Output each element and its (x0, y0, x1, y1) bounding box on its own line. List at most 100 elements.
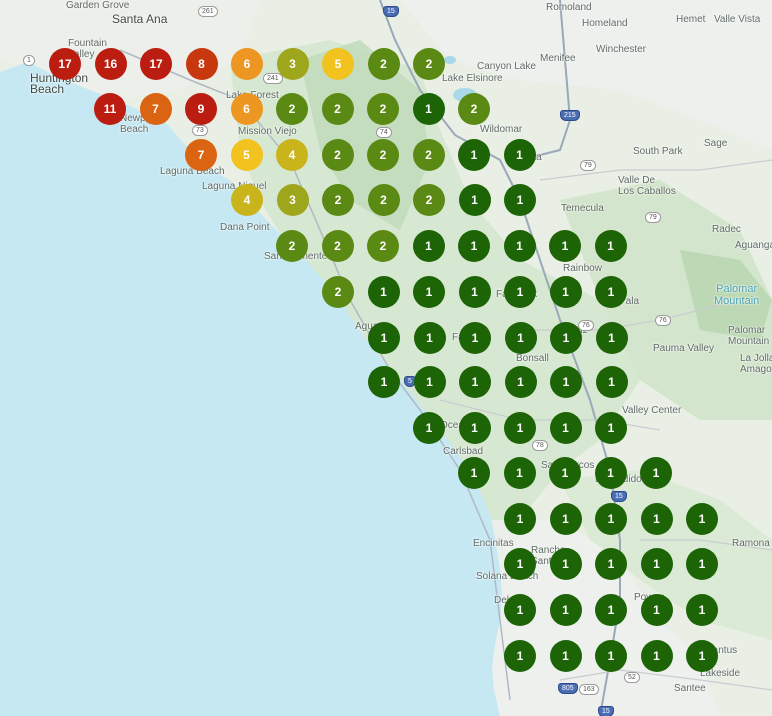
cluster-marker[interactable]: 1 (686, 548, 718, 580)
cluster-marker[interactable]: 1 (503, 230, 536, 262)
cluster-marker[interactable]: 6 (231, 48, 263, 80)
cluster-marker[interactable]: 2 (321, 230, 354, 262)
cluster-marker[interactable]: 1 (595, 276, 627, 308)
cluster-marker[interactable]: 1 (504, 412, 536, 444)
cluster-marker[interactable]: 1 (504, 322, 537, 354)
cluster-marker[interactable]: 8 (185, 48, 218, 80)
cluster-marker[interactable]: 2 (367, 230, 399, 262)
cluster-marker[interactable]: 16 (94, 48, 127, 80)
cluster-marker[interactable]: 5 (322, 48, 354, 80)
cluster-marker[interactable]: 1 (458, 412, 491, 444)
cluster-marker[interactable]: 7 (185, 139, 217, 171)
cluster-marker[interactable]: 1 (504, 594, 536, 626)
cluster-marker[interactable]: 1 (686, 594, 718, 626)
cluster-marker[interactable]: 1 (549, 276, 582, 308)
cluster-marker[interactable]: 1 (504, 366, 537, 398)
cluster-marker[interactable]: 2 (276, 93, 308, 125)
cluster-marker[interactable]: 1 (504, 548, 536, 580)
cluster-marker[interactable]: 1 (368, 366, 400, 398)
cluster-marker[interactable]: 3 (276, 184, 309, 216)
cluster-marker[interactable]: 1 (594, 230, 627, 262)
cluster-marker[interactable]: 9 (185, 93, 217, 125)
place-label: Lakeside (700, 668, 741, 679)
cluster-marker[interactable]: 1 (549, 548, 582, 580)
cluster-marker[interactable]: 1 (459, 322, 491, 354)
cluster-marker[interactable]: 1 (458, 276, 491, 308)
cluster-marker[interactable]: 3 (276, 48, 309, 80)
cluster-marker[interactable]: 5 (230, 139, 263, 171)
cluster-marker[interactable]: 1 (595, 412, 627, 444)
cluster-marker[interactable]: 2 (276, 230, 308, 262)
cluster-marker[interactable]: 1 (412, 230, 445, 262)
cluster-marker[interactable]: 1 (595, 366, 628, 398)
cluster-marker[interactable]: 1 (640, 594, 673, 626)
cluster-marker[interactable]: 1 (368, 322, 400, 354)
cluster-marker[interactable]: 2 (321, 93, 354, 125)
cluster-marker[interactable]: 1 (549, 503, 582, 535)
cluster-marker[interactable]: 1 (458, 230, 490, 262)
cluster-marker[interactable]: 1 (504, 276, 536, 308)
cluster-marker[interactable]: 2 (413, 184, 445, 216)
cluster-marker[interactable]: 6 (230, 93, 263, 125)
cluster-marker[interactable]: 1 (640, 640, 673, 672)
cluster-marker[interactable]: 2 (367, 139, 399, 171)
cluster-count: 17 (58, 57, 72, 71)
cluster-count: 1 (517, 375, 524, 389)
cluster-marker[interactable]: 1 (458, 457, 490, 489)
cluster-marker[interactable]: 1 (640, 548, 673, 580)
cluster-marker[interactable]: 11 (94, 93, 126, 125)
cluster-marker[interactable]: 1 (412, 93, 445, 125)
cluster-count: 2 (379, 239, 387, 253)
cluster-marker[interactable]: 2 (413, 48, 445, 80)
cluster-marker[interactable]: 2 (367, 93, 399, 125)
cluster-marker[interactable]: 1 (640, 503, 673, 535)
place-label: Winchester (596, 44, 647, 55)
cluster-marker[interactable]: 7 (139, 93, 172, 125)
cluster-marker[interactable]: 17 (49, 48, 81, 80)
cluster-marker[interactable]: 2 (322, 276, 354, 308)
cluster-marker[interactable]: 2 (367, 184, 400, 216)
cluster-marker[interactable]: 1 (413, 366, 446, 398)
cluster-marker[interactable]: 1 (594, 457, 627, 489)
cluster-marker[interactable]: 2 (458, 93, 490, 125)
cluster-marker[interactable]: 1 (595, 503, 627, 535)
cluster-marker[interactable]: 2 (412, 139, 445, 171)
highway-shield: 261 (198, 6, 218, 17)
cluster-marker[interactable]: 1 (549, 412, 582, 444)
cluster-marker[interactable]: 1 (549, 640, 582, 672)
cluster-marker[interactable]: 2 (321, 139, 354, 171)
cluster-marker[interactable]: 1 (413, 322, 446, 354)
cluster-marker[interactable]: 2 (322, 184, 354, 216)
cluster-marker[interactable]: 2 (367, 48, 400, 80)
cluster-marker[interactable]: 1 (458, 139, 490, 171)
cluster-marker[interactable]: 1 (549, 230, 581, 262)
cluster-marker[interactable]: 1 (504, 184, 536, 216)
cluster-count: 1 (425, 239, 432, 253)
cluster-marker[interactable]: 1 (686, 503, 718, 535)
cluster-marker[interactable]: 1 (367, 276, 400, 308)
place-label: Aguanga (735, 240, 772, 251)
cluster-marker[interactable]: 1 (413, 276, 445, 308)
cluster-marker[interactable]: 1 (503, 457, 536, 489)
cluster-marker[interactable]: 17 (140, 48, 172, 80)
cluster-marker[interactable]: 1 (413, 412, 445, 444)
cluster-marker[interactable]: 1 (595, 322, 628, 354)
cluster-marker[interactable]: 1 (640, 457, 672, 489)
cluster-marker[interactable]: 4 (231, 184, 263, 216)
cluster-marker[interactable]: 1 (686, 640, 718, 672)
cluster-marker[interactable]: 1 (595, 594, 627, 626)
cluster-marker[interactable]: 1 (504, 640, 536, 672)
cluster-count: 1 (698, 512, 706, 526)
cluster-marker[interactable]: 1 (549, 457, 581, 489)
cluster-marker[interactable]: 1 (550, 322, 582, 354)
cluster-marker[interactable]: 1 (503, 139, 536, 171)
cluster-marker[interactable]: 1 (550, 366, 582, 398)
cluster-marker[interactable]: 1 (595, 640, 627, 672)
cluster-marker[interactable]: 1 (549, 594, 582, 626)
cluster-marker[interactable]: 1 (458, 184, 491, 216)
cluster-marker[interactable]: 1 (459, 366, 491, 398)
cluster-marker[interactable]: 1 (595, 548, 627, 580)
cluster-marker[interactable]: 1 (504, 503, 536, 535)
cluster-marker[interactable]: 4 (276, 139, 308, 171)
